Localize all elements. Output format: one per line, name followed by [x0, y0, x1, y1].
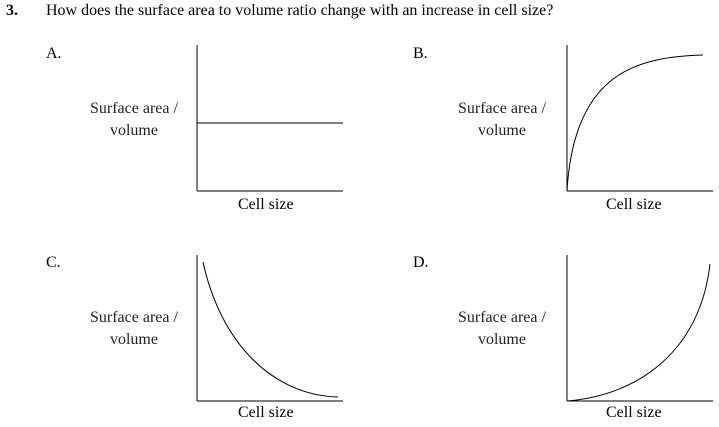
- option-b-xlabel: Cell size: [606, 196, 662, 213]
- option-b-ylabel-sep: /: [541, 100, 546, 117]
- question-text: How does the surface area to volume rati…: [46, 2, 554, 19]
- option-a-letter: A.: [46, 45, 62, 62]
- option-a-ylabel: Surface area / volume: [90, 98, 178, 142]
- option-c-ylabel: Surface area / volume: [90, 307, 178, 351]
- option-b-graph: [566, 45, 713, 192]
- option-d-xlabel: Cell size: [606, 404, 662, 421]
- option-c-xlabel: Cell size: [238, 404, 294, 421]
- option-a-ylabel-line2: volume: [109, 122, 158, 139]
- option-b-letter: B.: [413, 45, 428, 62]
- option-a-xlabel: Cell size: [238, 196, 294, 213]
- option-d-ylabel: Surface area / volume: [458, 307, 546, 351]
- question-number: 3.: [6, 2, 18, 19]
- option-d-graph: [566, 255, 713, 402]
- option-a-graph: [196, 45, 343, 192]
- option-c-graph: [196, 255, 343, 402]
- option-b-curve: [566, 54, 704, 192]
- option-b-ylabel-line1: Surface area: [458, 100, 538, 117]
- option-d-letter: D.: [413, 254, 429, 271]
- option-a-ylabel-sep: /: [173, 100, 178, 117]
- option-c-ylabel-line2: volume: [109, 331, 158, 348]
- option-d-curve: [566, 263, 711, 402]
- option-d-ylabel-line1: Surface area: [458, 309, 538, 326]
- option-d-ylabel-line2: volume: [477, 331, 526, 348]
- option-c-curve: [202, 261, 339, 398]
- option-c-ylabel-line1: Surface area: [90, 309, 170, 326]
- option-c-ylabel-sep: /: [173, 309, 178, 326]
- option-c-letter: C.: [46, 254, 61, 271]
- option-d-ylabel-sep: /: [541, 309, 546, 326]
- option-b-ylabel: Surface area / volume: [458, 98, 546, 142]
- option-a-ylabel-line1: Surface area: [90, 100, 170, 117]
- option-b-ylabel-line2: volume: [477, 122, 526, 139]
